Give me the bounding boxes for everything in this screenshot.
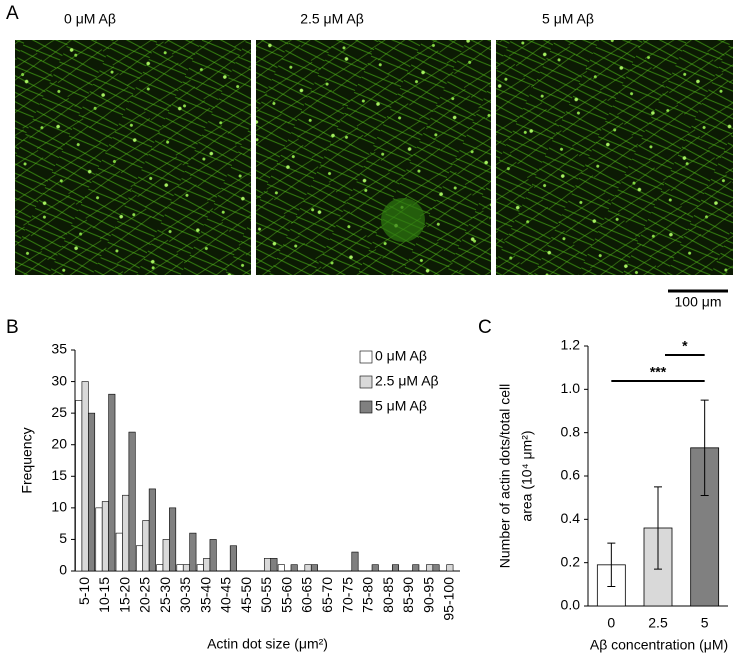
y-tick-label: 10 — [51, 499, 67, 515]
y-tick-label: 0.8 — [561, 423, 581, 439]
bar — [81, 381, 89, 572]
bar — [351, 551, 359, 572]
x-tick-label: 75-80 — [360, 577, 376, 613]
bar — [203, 558, 211, 572]
bar — [391, 564, 400, 572]
significance-label: * — [682, 338, 688, 354]
panel-label: B — [6, 317, 19, 338]
bar — [135, 545, 144, 572]
bar — [290, 564, 298, 572]
y-tick-label: 15 — [51, 467, 67, 483]
x-tick-label: 65-70 — [319, 577, 335, 613]
x-axis-label: Aβ concentration (μM) — [590, 637, 728, 653]
error-bar — [607, 542, 616, 587]
significance-label: *** — [650, 364, 667, 380]
y-axis-label: Number of actin dots/total cell — [497, 384, 513, 568]
panel-label: A — [6, 3, 19, 24]
bar — [176, 564, 184, 572]
x-tick-label: 10-15 — [96, 577, 112, 613]
legend-label: 2.5 μM Aβ — [375, 373, 439, 389]
scale-bar-label: 100 μm — [675, 294, 722, 310]
y-tick-label: 20 — [51, 435, 67, 451]
bar — [169, 507, 177, 572]
x-tick-label: 0 — [607, 615, 615, 631]
y-tick-label: 0 — [59, 562, 67, 578]
bar — [189, 532, 197, 572]
bar — [412, 564, 420, 572]
x-tick-label: 50-55 — [258, 577, 274, 613]
x-tick-label: 95-100 — [441, 577, 457, 621]
y-tick-label: 25 — [51, 404, 67, 420]
bar — [182, 564, 190, 572]
legend-label: 5 μM Aβ — [375, 398, 427, 414]
x-tick-label: 2.5 — [648, 615, 668, 631]
bar — [263, 558, 272, 572]
y-tick-label: 1.2 — [561, 337, 581, 353]
bar — [426, 564, 434, 572]
image-title: 5 μM Aβ — [542, 11, 594, 27]
x-tick-label: 45-50 — [238, 577, 254, 613]
image-title: 2.5 μM Aβ — [300, 11, 364, 27]
y-axis-label: area (10⁴ μm²) — [519, 430, 535, 521]
bar — [115, 532, 123, 572]
x-tick-label: 70-75 — [339, 577, 355, 613]
x-tick-label: 30-35 — [177, 577, 193, 613]
y-tick-label: 0.2 — [561, 553, 581, 569]
legend-swatch — [359, 350, 373, 364]
bar — [304, 564, 312, 572]
x-tick-label: 85-90 — [400, 577, 416, 613]
bar — [162, 539, 170, 572]
image-title: 0 μM Aβ — [64, 11, 116, 27]
bar — [270, 558, 278, 572]
error-bar — [654, 486, 662, 570]
legend-swatch — [359, 400, 373, 414]
y-tick-label: 1.0 — [561, 380, 581, 396]
error-bar — [700, 399, 709, 496]
bar — [229, 545, 237, 572]
bar — [156, 564, 164, 572]
bar — [432, 564, 440, 572]
bar — [88, 412, 96, 572]
x-tick-label: 5 — [701, 615, 709, 631]
bar — [142, 520, 150, 572]
x-tick-label: 90-95 — [420, 577, 436, 613]
legend-label: 0 μM Aβ — [375, 348, 427, 364]
bar — [75, 400, 83, 572]
legend-swatch — [359, 375, 373, 389]
x-tick-label: 55-60 — [278, 577, 294, 613]
x-axis-label: Actin dot size (μm²) — [207, 636, 328, 652]
x-tick-label: 5-10 — [76, 577, 92, 605]
x-tick-label: 80-85 — [380, 577, 396, 613]
y-tick-label: 5 — [59, 530, 67, 546]
micrograph — [15, 40, 733, 275]
x-tick-label: 15-20 — [116, 577, 132, 613]
bar — [95, 507, 103, 572]
bar — [446, 564, 454, 572]
panel-label: C — [478, 317, 492, 338]
bar — [108, 393, 116, 572]
bar — [310, 564, 318, 572]
y-tick-label: 0.0 — [561, 597, 581, 613]
bar — [277, 564, 285, 572]
bar — [101, 501, 109, 572]
x-tick-label: 40-45 — [218, 577, 234, 613]
bar — [371, 564, 379, 572]
y-axis-label: Frequency — [19, 427, 35, 493]
x-tick-label: 60-65 — [299, 577, 315, 613]
bar — [128, 431, 136, 572]
bar — [196, 564, 204, 572]
y-tick-label: 30 — [51, 372, 67, 388]
x-tick-label: 25-30 — [157, 577, 173, 613]
bar — [209, 539, 217, 572]
x-tick-label: 35-40 — [197, 577, 213, 613]
y-tick-label: 0.6 — [561, 467, 581, 483]
y-tick-label: 35 — [51, 341, 67, 357]
x-tick-label: 20-25 — [137, 577, 153, 613]
bar — [148, 488, 156, 572]
y-tick-label: 0.4 — [561, 510, 581, 526]
bar — [122, 494, 130, 572]
